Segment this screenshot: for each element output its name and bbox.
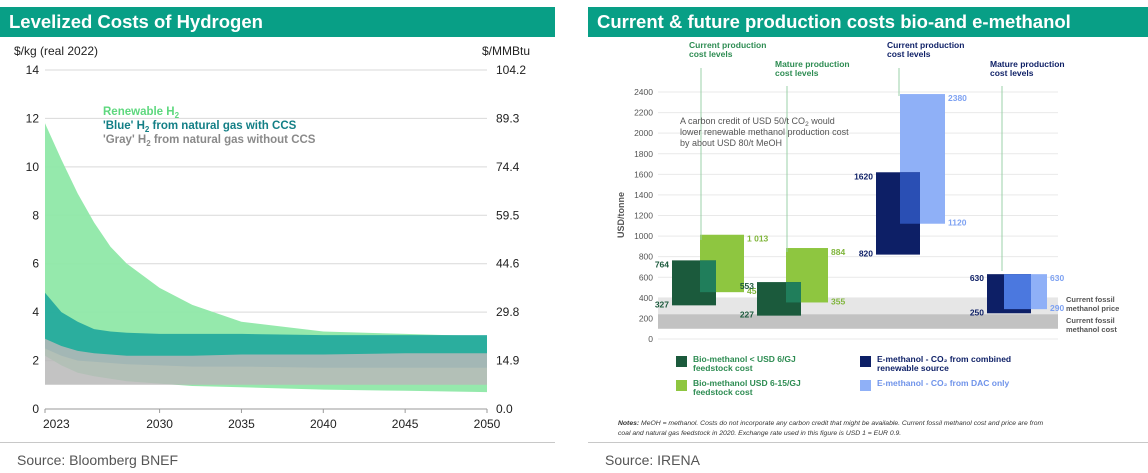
fossil-cost-band — [658, 314, 1058, 329]
bar-high-label: 2380 — [948, 93, 967, 103]
legend-label: Bio-methanol USD 6-15/GJ — [693, 378, 801, 388]
bar-low-label: 250 — [970, 307, 984, 317]
legend-label: feedstock cost — [693, 387, 753, 397]
y-tick-label: 0 — [32, 402, 39, 416]
y-tick-label: 1400 — [634, 190, 653, 200]
left-header: Levelized Costs of Hydrogen — [0, 7, 555, 37]
legend-label: feedstock cost — [693, 363, 753, 373]
band-label-price: methanol price — [1066, 304, 1119, 313]
y-tick-label: 2000 — [634, 128, 653, 138]
bar-low-label: 227 — [740, 310, 754, 320]
left-source: Source: Bloomberg BNEF — [17, 452, 179, 468]
gray-band — [45, 338, 487, 385]
legend-label: Bio-methanol < USD 6/GJ — [693, 354, 796, 364]
bar-high-label: 764 — [655, 259, 669, 269]
legend-swatch — [860, 380, 871, 391]
y-tick-label-right: 44.6 — [496, 257, 520, 271]
y-tick-label: 1000 — [634, 231, 653, 241]
y-tick-label: 1600 — [634, 169, 653, 179]
y-tick-label-right: 59.5 — [496, 208, 520, 222]
x-tick-label: 2040 — [310, 417, 337, 431]
band-label-cost: Current fossil — [1066, 316, 1115, 325]
y-tick-label: 2400 — [634, 87, 653, 97]
bar-high-label: 630 — [970, 273, 984, 283]
overlap-region — [900, 172, 920, 224]
legend-swatch — [676, 356, 687, 367]
y-tick-label: 2 — [32, 354, 39, 368]
left-divider — [0, 442, 555, 443]
right-source: Source: IRENA — [605, 452, 700, 468]
group-label: Mature production cost levels — [775, 59, 850, 78]
renewable-band — [45, 123, 487, 393]
blue-band — [45, 292, 487, 368]
y-tick-label: 800 — [639, 252, 653, 262]
y-tick-label: 2200 — [634, 108, 653, 118]
annotation-text: by about USD 80/t MeOH — [680, 138, 782, 148]
right-divider — [588, 442, 1148, 443]
group-label: Current production cost levels — [887, 40, 964, 59]
y-tick-label: 12 — [26, 111, 40, 125]
y-tick-label: 1200 — [634, 211, 653, 221]
x-tick-label: 2030 — [146, 417, 173, 431]
hydrogen-cost-chart: $/kg (real 2022) $/MMBtu 0 0.0 2 14.9 4 29.8 6 44… — [14, 44, 530, 431]
bar-low-label: 1120 — [948, 218, 967, 228]
x-tick-label: 2035 — [228, 417, 255, 431]
x-tick-label: 2050 — [474, 417, 501, 431]
notes-text: Notes: MeOH = methanol. Costs do not inc… — [618, 420, 1044, 427]
bar-high-label: 1620 — [854, 171, 873, 181]
legend-label: E-methanol - CO₂ from DAC only — [877, 378, 1009, 388]
y-tick-label-right: 74.4 — [496, 160, 520, 174]
overlap-region — [700, 260, 716, 293]
bar-low-label: 355 — [831, 296, 845, 306]
right-y-axis-label: $/MMBtu — [482, 44, 530, 58]
legend-swatch — [860, 356, 871, 367]
annotation-text: lower renewable methanol production cost — [680, 127, 849, 137]
bar-low-label: 290 — [1050, 303, 1064, 313]
y-tick-label: 600 — [639, 272, 653, 282]
y-tick-label-right: 89.3 — [496, 111, 520, 125]
y-tick-label: 4 — [32, 305, 39, 319]
bar-high-label: 884 — [831, 247, 845, 257]
y-tick-label: 400 — [639, 293, 653, 303]
y-tick-label: 10 — [26, 160, 40, 174]
group-label: Current production cost levels — [689, 40, 766, 59]
y-axis-label: USD/tonne — [616, 192, 626, 238]
legend-swatch — [676, 380, 687, 391]
left-panel: Levelized Costs of Hydrogen $/kg (real 2… — [0, 0, 555, 473]
overlap-region — [1004, 274, 1031, 310]
y-tick-label: 0 — [648, 334, 653, 344]
legend-entry: Renewable H2 — [103, 106, 180, 120]
legend-entry: 'Gray' H2 from natural gas without CCS — [103, 134, 316, 148]
right-panel: Current & future production costs bio-an… — [588, 0, 1148, 473]
bar-low-label: 820 — [859, 249, 873, 259]
bar-high-label: 630 — [1050, 273, 1064, 283]
y-tick-label-right: 29.8 — [496, 305, 520, 319]
notes-text: coal and natural gas feedstock in 2020. … — [618, 430, 901, 437]
legend-label: renewable source — [877, 363, 949, 373]
band-label-cost: methanol cost — [1066, 325, 1117, 334]
bar-low-label: 327 — [655, 299, 669, 309]
x-tick-label: 2045 — [392, 417, 419, 431]
y-tick-label: 6 — [32, 257, 39, 271]
left-y-axis-label: $/kg (real 2022) — [14, 44, 98, 58]
bar-low-label: 455 — [747, 286, 761, 296]
right-header: Current & future production costs bio-an… — [588, 7, 1148, 37]
group-label: Mature production cost levels — [990, 59, 1065, 78]
annotation-text: A carbon credit of USD 50/t CO2 would — [680, 116, 835, 128]
band-label-price: Current fossil — [1066, 295, 1115, 304]
legend-label: E-methanol - CO₂ from combined — [877, 354, 1011, 364]
y-tick-label-right: 0.0 — [496, 402, 513, 416]
y-tick-label-right: 14.9 — [496, 354, 520, 368]
y-tick-label-right: 104.2 — [496, 63, 526, 77]
y-tick-label: 14 — [26, 63, 40, 77]
legend-entry: 'Blue' H2 from natural gas with CCS — [103, 120, 297, 134]
methanol-cost-chart: USD/tonne 0 200 400 600 800 1000 1200 1400 1600 18… — [616, 40, 1119, 437]
bar-high-label: 1 013 — [747, 234, 769, 244]
x-tick-label: 2023 — [43, 417, 70, 431]
y-tick-label: 8 — [32, 208, 39, 222]
overlap-region — [786, 282, 801, 303]
y-tick-label: 1800 — [634, 149, 653, 159]
bar-high-label: 553 — [740, 281, 754, 291]
y-tick-label: 200 — [639, 313, 653, 323]
